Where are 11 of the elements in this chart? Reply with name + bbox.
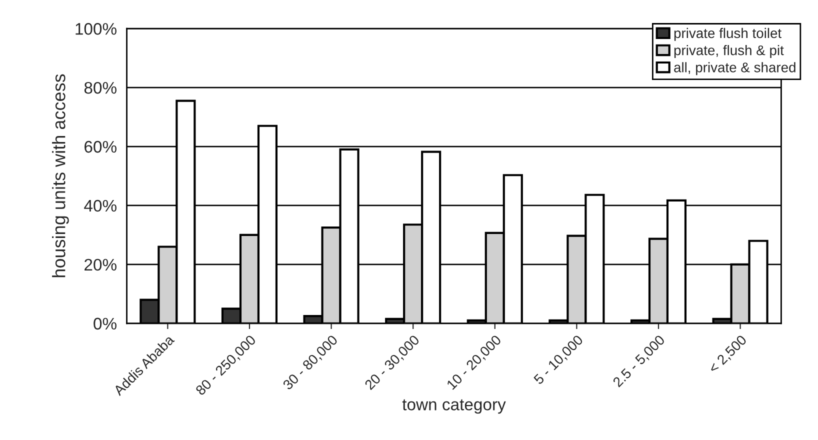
legend-label: private, flush & pit	[674, 45, 784, 58]
y-tick-label: 40%	[84, 200, 116, 212]
y-axis-title: housing units with access	[52, 74, 69, 278]
legend-label: all, private & shared	[674, 62, 796, 76]
legend-label: private flush toilet	[674, 28, 782, 41]
y-tick-label: 80%	[84, 82, 116, 94]
x-axis-title: town category	[402, 399, 506, 414]
y-tick-label: 60%	[84, 140, 116, 153]
y-tick-label: 100%	[76, 23, 116, 35]
y-tick-label: 0%	[94, 318, 116, 330]
y-tick-label: 20%	[84, 258, 116, 271]
